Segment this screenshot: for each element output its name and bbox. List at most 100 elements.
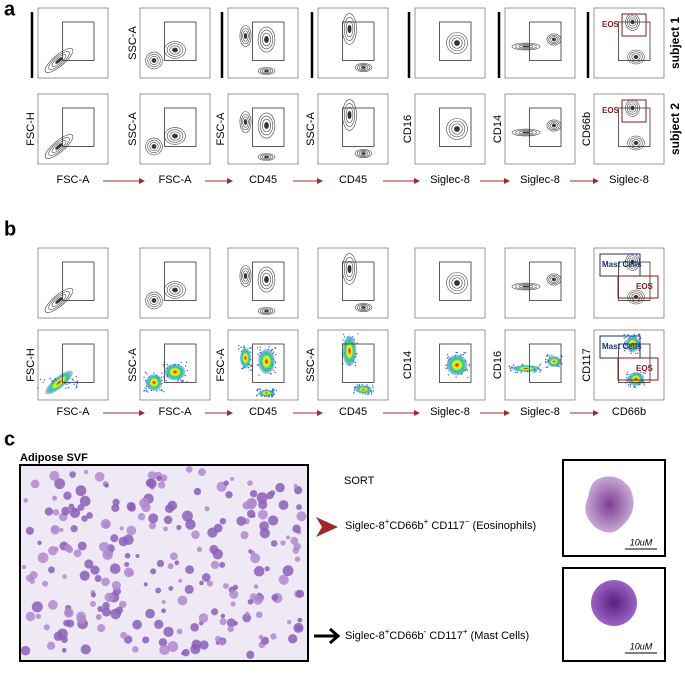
x-axis-label: FSC-A [57,174,91,186]
contour [264,155,269,159]
cell [21,564,27,570]
contour [259,154,274,160]
cell [66,619,75,628]
plot [317,93,389,165]
event-dot [561,356,563,358]
y-axis-label: FSC-A [215,348,227,382]
plot-frame [414,7,486,79]
contour [343,103,356,127]
cell [176,628,183,635]
event-dot [370,393,373,395]
cell [132,619,142,630]
cell [251,513,256,518]
plot [414,247,486,319]
plot [227,93,299,165]
event-dot [539,371,541,373]
event-dot [640,371,642,373]
gate-box [621,99,647,123]
event-dot [161,376,163,378]
cell [258,634,264,640]
cell [256,492,268,504]
event-dot [624,350,626,352]
plot-frame [37,247,109,319]
contour [241,267,251,285]
contour [151,298,157,303]
contour [451,123,463,135]
cell [23,498,28,503]
event-dot [145,390,147,392]
cell [76,611,86,622]
event-dot [371,384,374,386]
row-label: subject 1 [668,17,682,69]
event-dot [271,348,274,351]
x-axis-label: Siglec-8 [520,174,560,186]
contour [551,37,557,42]
sort-label: SORT [344,475,375,487]
contour [354,62,373,72]
cell [163,626,174,638]
cell [233,621,239,626]
cell [246,650,255,659]
density [547,355,561,368]
event-dot [627,373,629,376]
cell [110,534,119,543]
event-dot [274,347,277,349]
contour [172,287,178,293]
event-dot [623,337,625,339]
contour [51,140,67,153]
cell [190,644,201,655]
cell [285,535,290,540]
event-dot [343,336,346,338]
event-dot [448,356,450,358]
cell [236,516,246,526]
cell [124,552,131,559]
event-dot [270,373,272,375]
cell [126,525,137,536]
event-dot [446,353,449,356]
cell [30,479,40,489]
gate [62,261,95,301]
density [258,389,275,397]
density [145,374,163,391]
contour [147,139,161,154]
text-part: (Mast Cells) [468,630,530,642]
cell [167,500,178,511]
cell [99,541,110,552]
plot: EOS [593,93,665,165]
event-dot [255,395,258,397]
cell [63,491,72,500]
cell [35,613,41,620]
contour [454,40,460,46]
plot [37,93,109,165]
contour [522,131,530,134]
event-dot [43,379,46,381]
density [355,385,372,394]
event-dot [161,389,163,391]
contour [257,307,276,315]
contour [446,118,468,140]
plot [414,93,486,165]
event-dot [147,391,149,393]
x-axis-label: Siglec-8 [430,406,470,418]
x-axis-label: CD66b [612,406,646,418]
cell [159,644,170,656]
plot [504,329,576,401]
gate [252,107,285,147]
plot-frame [139,7,211,79]
contour [358,305,368,310]
cell [48,566,55,574]
contour [261,308,271,314]
gate [618,21,651,61]
cell [97,624,106,633]
cell [278,500,289,510]
text-part: CD66b [389,520,423,532]
y-axis-label: CD14 [402,351,414,379]
plot [139,7,211,79]
text-part: Siglec-8 [345,630,385,642]
event-dot [513,364,515,366]
event-dot [257,394,259,396]
cell [240,531,249,540]
event-dot [238,344,240,347]
gate [618,107,651,147]
cell [280,540,286,546]
